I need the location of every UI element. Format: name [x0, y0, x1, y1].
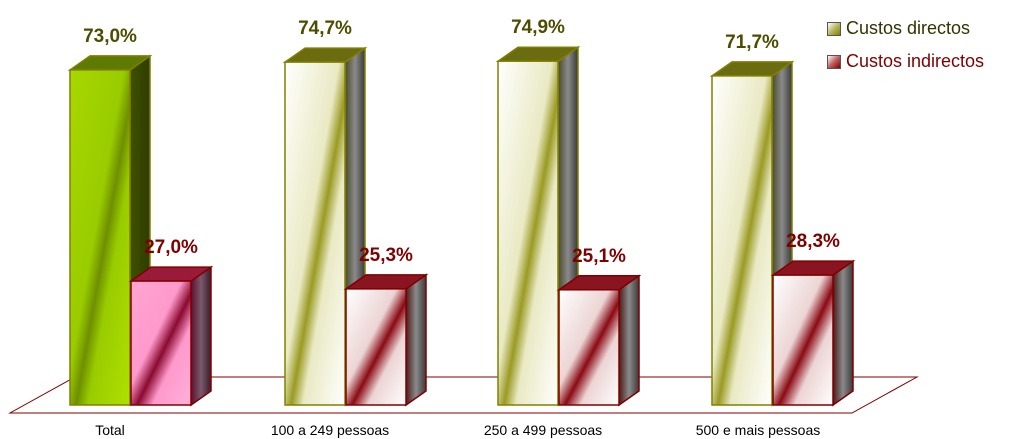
legend-swatch-direct: [827, 21, 841, 36]
data-label-indirect: 25,3%: [359, 245, 413, 266]
bar-direct: [709, 60, 795, 407]
data-label-direct: 74,7%: [298, 18, 352, 39]
x-tick-label: Total: [95, 422, 125, 438]
bar-direct: [282, 46, 368, 407]
value-labels-layer: 73,0% 74,7% 74,9% 71,7% 27,0% 25,3% 25,1% 28,3%: [83, 17, 840, 267]
bar-indirect: [770, 259, 856, 407]
data-label-direct: 71,7%: [725, 32, 779, 53]
legend-item-indirect: Custos indirectos: [827, 45, 984, 78]
x-tick-label: 100 a 249 pessoas: [271, 422, 389, 438]
bars-layer: [67, 45, 856, 407]
chart-floor: [8, 376, 919, 414]
data-label-indirect: 28,3%: [786, 231, 840, 252]
data-label-indirect: 27,0%: [144, 237, 198, 258]
legend-label: Custos indirectos: [846, 51, 985, 71]
data-label-direct: 74,9%: [511, 17, 565, 38]
bar-indirect: [128, 265, 214, 407]
legend: Custos directos Custos indirectos: [827, 12, 984, 78]
x-tick-label: 500 e mais pessoas: [696, 422, 821, 438]
x-tick-label: 250 a 499 pessoas: [484, 422, 602, 438]
data-label-indirect: 25,1%: [572, 246, 626, 267]
legend-item-direct: Custos directos: [827, 12, 984, 45]
bar-indirect: [343, 273, 429, 407]
legend-label: Custos directos: [846, 18, 971, 38]
legend-swatch-indirect: [827, 54, 841, 69]
data-label-direct: 73,0%: [83, 26, 137, 47]
bar-indirect: [556, 274, 642, 407]
